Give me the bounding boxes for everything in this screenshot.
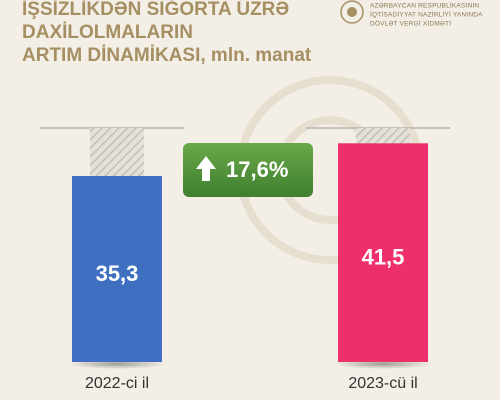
bar xyxy=(72,175,162,362)
value-label: 35,3 xyxy=(96,261,139,286)
title-line: ARTIM DİNAMİKASI, mln. manat xyxy=(22,45,312,66)
title-line: İŞSİZLİKDƏN SIĞORTA ÜZRƏ xyxy=(22,0,289,20)
growth-label: 17,6% xyxy=(226,157,288,182)
growth-badge xyxy=(183,143,313,197)
x-tick-label: 2022-ci il xyxy=(85,375,149,392)
logo xyxy=(340,0,364,24)
org-line: AZƏRBAYCAN RESPUBLİKASININ xyxy=(370,1,479,10)
x-tick-label: 2023-cü il xyxy=(348,375,417,392)
org-line: DÖVLƏT VERGİ XİDMƏTİ xyxy=(370,19,451,28)
value-label: 41,5 xyxy=(362,244,405,269)
org-line: İQTİSADİYYAT NAZİRLİYİ YANINDA xyxy=(370,10,483,19)
bar-headroom xyxy=(90,128,144,176)
bar-headroom xyxy=(356,128,410,144)
bar xyxy=(338,143,428,362)
title-line: DAXİLOLMALARIN xyxy=(22,22,193,43)
